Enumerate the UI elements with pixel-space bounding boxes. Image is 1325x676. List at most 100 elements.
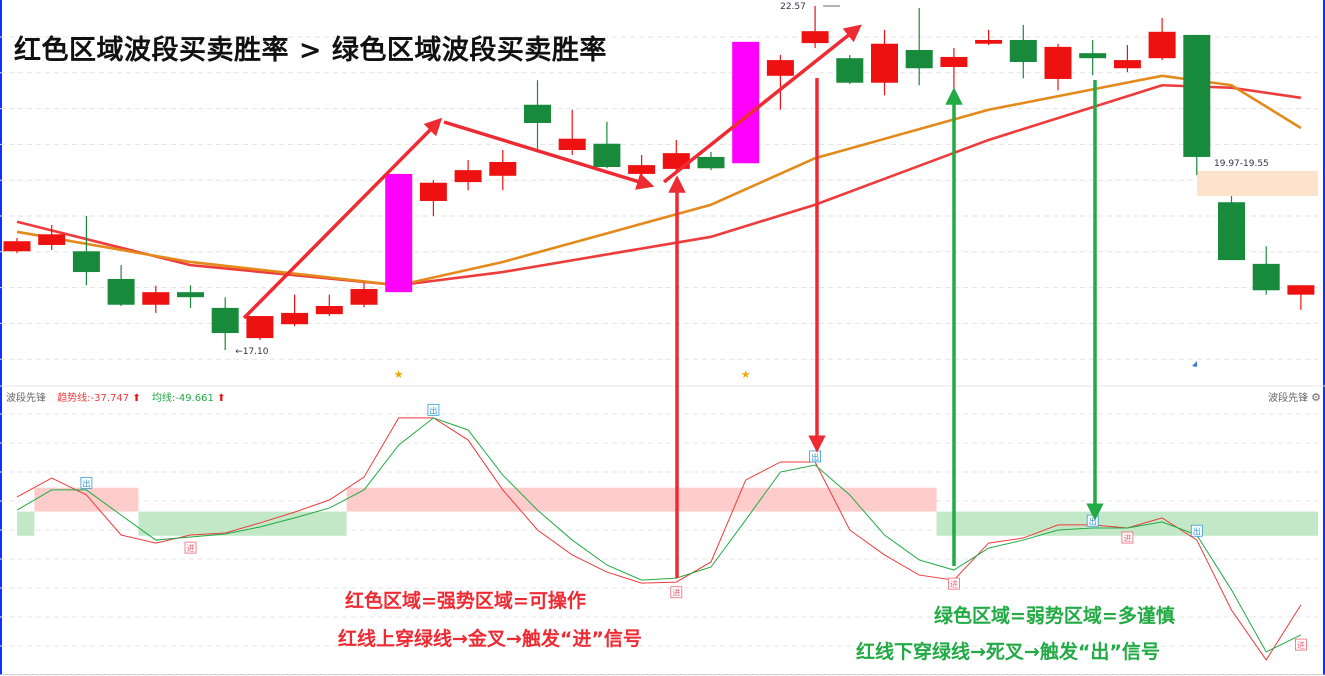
candle: [697, 151, 725, 171]
candle-body: [489, 161, 517, 176]
candle: [1148, 17, 1176, 61]
annotation-weak-zone: 绿色区域=弱势区域=多谨慎: [934, 605, 1175, 627]
candle-body: [107, 278, 135, 305]
signal-label: 进: [950, 580, 958, 589]
candle-body: [732, 41, 760, 164]
candle-body: [1218, 202, 1245, 261]
candle: [315, 294, 343, 317]
candle: [72, 216, 100, 286]
price-range-label: 19.97-19.55: [1214, 159, 1269, 169]
candle-body: [315, 306, 343, 315]
candle-body: [1252, 263, 1280, 291]
candle: [905, 7, 933, 86]
signal-out-badge: 出: [1086, 514, 1099, 527]
candle: [1113, 44, 1141, 73]
candle-body: [211, 307, 239, 334]
signal-label: 出: [82, 478, 90, 488]
star-icon: ★: [394, 368, 404, 381]
candle-body: [1148, 31, 1176, 59]
candle-body: [38, 234, 66, 245]
signal-box: [1190, 524, 1203, 537]
candle: [1252, 246, 1280, 295]
candle: [142, 285, 170, 313]
candle-body: [836, 58, 864, 83]
candle-body: [766, 60, 794, 76]
candle-body: [593, 143, 621, 168]
candle: [1287, 285, 1315, 310]
candle-body: [558, 138, 586, 151]
chart-title: 红色区域波段买卖胜率 > 绿色区域波段买卖胜率: [14, 35, 607, 66]
candle: [1044, 43, 1072, 91]
annotation-strong-zone: 红色区域=强势区域=可操作: [345, 590, 586, 612]
candle-body: [905, 50, 933, 69]
candle: [1079, 39, 1107, 76]
candle-body: [281, 312, 309, 325]
zone-weak: [17, 511, 35, 536]
candle: [385, 173, 413, 293]
candle: [766, 55, 794, 110]
signal-box: [80, 476, 93, 489]
up-arrow-icon: ⬆: [217, 393, 226, 404]
trend-line-value: 趋势线:-37.747: [57, 393, 130, 404]
red-arrow: [443, 120, 655, 190]
candle: [1009, 24, 1037, 79]
price-range-box: [1197, 171, 1318, 196]
gear-icon[interactable]: ⚙: [1311, 391, 1321, 404]
signal-box: [670, 586, 683, 599]
ma-red-line: [16, 83, 1302, 287]
signal-box: [948, 577, 960, 590]
candle: [177, 285, 204, 308]
low-price-label: ←17.10: [235, 347, 269, 357]
signal-out-badge: 出: [1190, 524, 1203, 537]
signal-label: 进: [1123, 534, 1131, 543]
candle: [211, 297, 239, 351]
indicator-name: 波段先锋: [6, 393, 46, 404]
candle-body: [1079, 53, 1107, 59]
candle: [1218, 195, 1245, 261]
candle-body: [3, 241, 31, 252]
candle: [871, 29, 898, 96]
signal-out-badge: 出: [809, 450, 821, 463]
candle-body: [385, 173, 413, 293]
indicator-header-right: 波段先锋 ⚙: [1268, 389, 1321, 404]
candle-body: [1183, 34, 1211, 157]
candle-body: [628, 165, 656, 174]
candle-body: [940, 56, 968, 68]
candle: [593, 121, 621, 169]
candle-body: [72, 251, 100, 273]
candle: [489, 150, 517, 191]
candle: [454, 160, 482, 191]
candle-body: [871, 43, 898, 83]
candle: [3, 238, 31, 254]
signal-box: [184, 541, 197, 554]
candle-body: [454, 170, 482, 183]
candle: [975, 29, 1003, 45]
candle-body: [697, 156, 725, 169]
zone-strong: [34, 487, 139, 512]
cursor-marker-icon: [1192, 361, 1197, 367]
candle-body: [524, 104, 551, 123]
candle-body: [1044, 46, 1072, 79]
candle: [419, 180, 447, 217]
signal-label: 出: [811, 452, 819, 462]
red-arrow: [242, 117, 443, 320]
signal-label: 出: [1193, 526, 1201, 536]
candle: [732, 41, 760, 164]
candle: [281, 294, 309, 327]
up-arrow-icon: ⬆: [132, 393, 141, 404]
avg-line-value: 均线:-49.661: [151, 393, 214, 404]
signal-label: 出: [429, 405, 437, 415]
signal-box: [427, 403, 440, 416]
candle: [940, 48, 968, 91]
candle: [38, 224, 66, 251]
signal-in-badge: 进: [1121, 531, 1134, 544]
candle-body: [1009, 39, 1037, 62]
candle-body: [1113, 60, 1141, 69]
signal-box: [1295, 638, 1307, 651]
candle: [524, 80, 551, 151]
candle: [628, 155, 656, 178]
signal-in-badge: 进: [948, 577, 960, 590]
candle: [836, 55, 864, 84]
